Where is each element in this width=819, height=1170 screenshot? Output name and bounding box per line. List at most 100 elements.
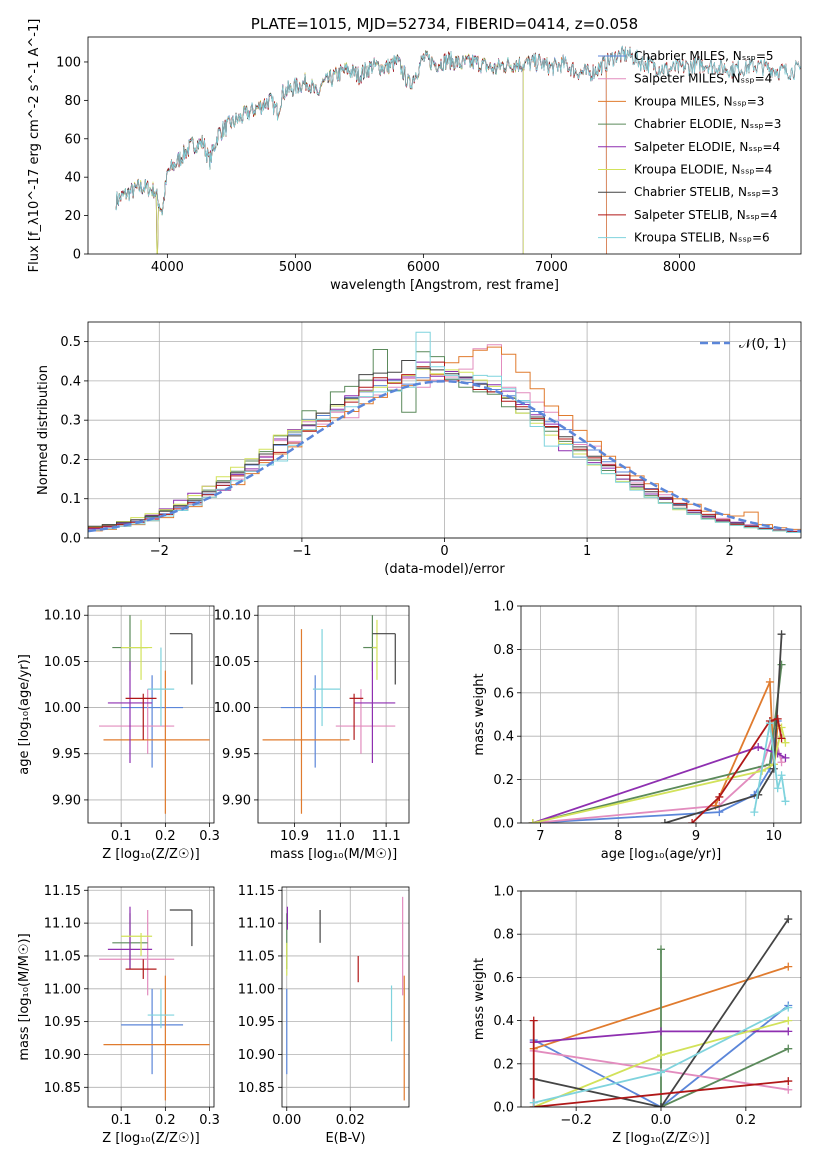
axes-frame: −0.2 0.0 0.2 0.0 0.2 0.4 0.6 0.8 1.0 Z [log₁₀(Z/Z… [472,885,802,1146]
weight-point-marker [657,945,665,954]
errorbar-point [147,647,175,727]
y-tick-label: 20 [64,209,81,224]
axes-frame: 7 8 9 10 0.0 0.2 0.4 0.6 0.8 1.0 age [log₁₀(age/yr… [472,600,802,862]
plot-area [262,615,396,814]
x-tick-label: 2 [726,544,734,559]
x-tick-label: 7 [536,829,544,844]
y-axis-label: Normed distribution [36,365,51,495]
x-tick-label: 0.2 [155,829,176,844]
weight-point-marker [784,1085,793,1094]
weight-point-marker [765,677,774,686]
axes-border [281,886,410,1108]
legend-label: Salpeter STELIB, Nₛₛₚ=4 [634,208,778,222]
errorbar-point [121,988,184,1075]
y-tick-label: 9.90 [52,793,81,808]
weight-series-line [532,746,786,823]
x-tick-label: 4000 [151,260,184,275]
weight-series-line [533,1004,789,1107]
y-tick-label: 11.10 [238,917,275,932]
weight-point-marker [777,660,786,669]
legend-label: Chabrier MILES, Nₛₛₚ=5 [634,49,774,63]
y-tick-label: 11.05 [238,949,275,964]
y-tick-label: 60 [64,132,81,147]
errorbar-point [125,959,157,979]
plot-area [99,906,210,1101]
y-tick-label: 1.0 [493,885,514,900]
x-tick-label: −1 [292,544,311,559]
legend-label: Kroupa MILES, Nₛₛₚ=3 [634,94,764,108]
y-tick-label: 11.15 [238,884,275,899]
plot-area [529,915,793,1107]
y-tick-label: 0.4 [493,1014,514,1029]
x-tick-label: 10 [766,829,783,844]
y-tick-label: 11.00 [238,982,275,997]
x-tick-label: 8 [614,829,622,844]
y-tick-label: 10.90 [238,1048,275,1063]
errorbar-point [354,661,396,763]
errorbar-point [312,629,341,727]
weight-point-marker [784,1077,793,1086]
y-tick-label: 10.10 [44,609,81,624]
x-tick-label: 1 [583,544,591,559]
y-tick-label: 0.2 [60,453,81,468]
axes-border [87,36,802,255]
axes-border [87,321,802,539]
errorbar-point [169,633,193,685]
axes-frame: 0.1 0.2 0.3 9.90 9.95 10.00 10.05 10.10 Z [log₁₀… [17,605,220,862]
weight-point-marker [660,819,669,823]
x-tick-label: 0.1 [111,829,132,844]
y-tick-label: 11.00 [44,982,81,997]
legend: 𝒩(0, 1) [700,337,786,352]
weight-point-marker [784,1003,793,1012]
legend-label: Chabrier STELIB, Nₛₛₚ=3 [634,185,779,199]
weight-point-marker [529,1098,538,1107]
errorbar-point [335,689,396,754]
y-tick-label: 0.8 [493,643,514,658]
x-axis-label: (data-model)/error [384,562,505,577]
weight-point-marker [781,753,790,762]
y-tick-label: 10.05 [44,655,81,670]
y-tick-label: 10.95 [238,1015,275,1030]
x-tick-label: 0.02 [336,1113,365,1128]
chart-mass_vs_ebv: 0.00 0.02 10.85 10.90 10.95 11.00 11.05 11.10 11… [238,884,410,1146]
errorbar-point [107,906,153,970]
x-tick-label: 0 [440,544,448,559]
errorbar-point [121,932,153,956]
legend-label: 𝒩(0, 1) [739,337,786,352]
weight-point-marker [777,734,786,743]
x-tick-label: 0.2 [155,1113,176,1128]
y-tick-label: 0.5 [60,335,81,350]
errorbar-point [121,675,184,768]
weight-point-marker [773,784,782,793]
histogram-series [88,331,801,538]
weight-point-marker [657,1103,665,1107]
y-tick-label: 0.1 [60,492,81,507]
x-tick-label: −0.2 [560,1113,592,1128]
axes-border [87,886,215,1108]
plot-area [115,45,801,254]
weight-point-marker [784,962,793,971]
axes-frame: 0.00 0.02 10.85 10.90 10.95 11.00 11.05 11.10 11… [238,884,410,1146]
x-tick-label: 5000 [279,260,312,275]
y-tick-label: 10.05 [214,655,251,670]
weight-point-marker [781,797,790,806]
weight-point-marker [773,714,782,723]
errorbar-point [125,693,157,740]
weight-point-marker [528,819,537,823]
axes-border [520,890,802,1108]
weight-point-marker [781,738,790,747]
plot-area [286,896,405,1101]
weight-point-marker [657,1051,665,1060]
weight-point-marker [777,771,786,780]
y-tick-label: 0.0 [493,1101,514,1116]
errorbar-point [169,909,193,947]
spectrum-series-line [115,50,524,254]
errorbar-point [121,619,153,680]
x-axis-label: age [log₁₀(age/yr)] [601,847,722,862]
y-axis-label: mass [log₁₀(M/M☉)] [17,933,32,1060]
legend-label: Chabrier ELODIE, Nₛₛₚ=3 [634,117,781,131]
x-tick-label: −2 [150,544,169,559]
y-tick-label: 0.6 [493,686,514,701]
x-tick-label: 0.2 [736,1113,757,1128]
